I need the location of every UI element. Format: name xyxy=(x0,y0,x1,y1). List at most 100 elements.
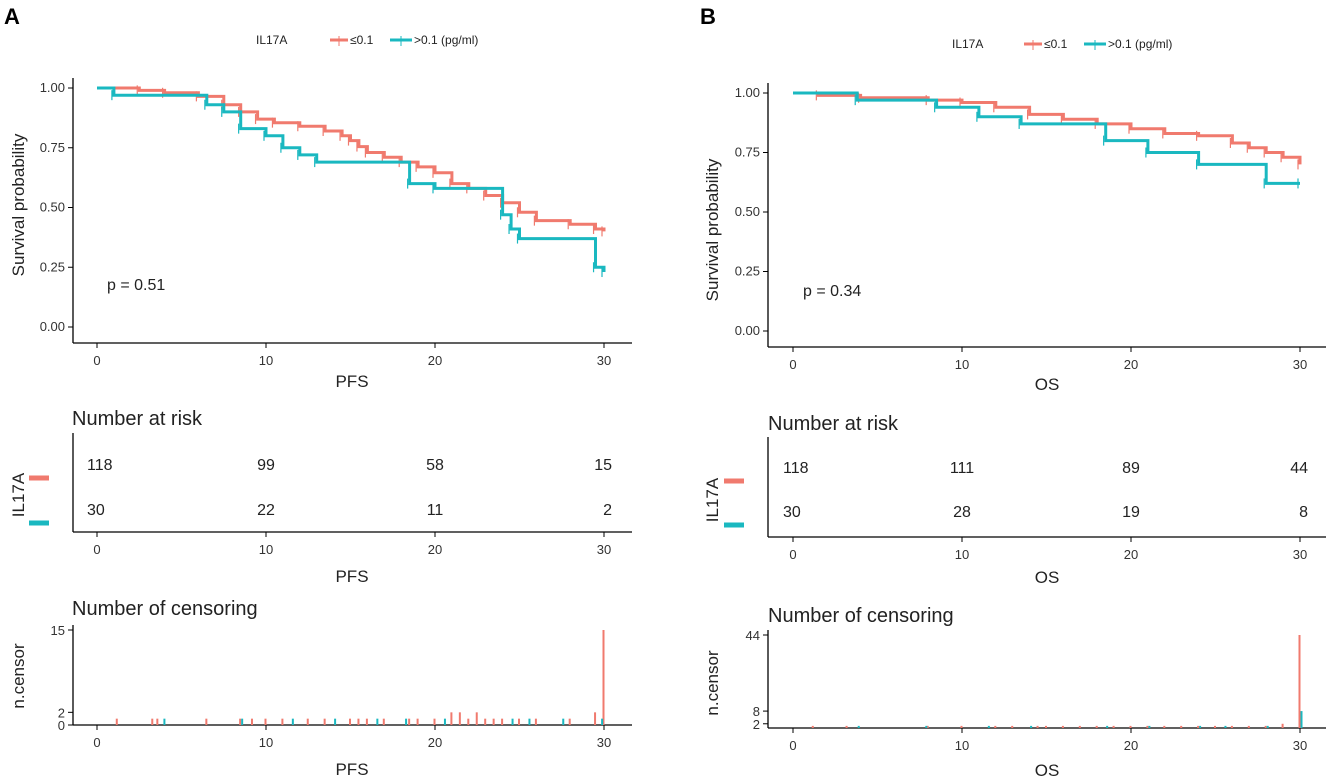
censor-xtick-label-b-3: 30 xyxy=(1293,738,1307,753)
censor-bar-low-b-16 xyxy=(1197,725,1200,728)
risk-ylabel-a: IL17A xyxy=(9,472,28,517)
censor-bar-low-a-22 xyxy=(492,718,495,725)
panel-letter-b: B xyxy=(700,4,716,29)
censor-bar-low-b-3 xyxy=(960,725,963,728)
risk-ylabel-b: IL17A xyxy=(703,477,722,522)
panel-b: B IL17A ≤0.1 >0.1 (pg/ml) Survival proba… xyxy=(700,4,1326,779)
panel-a: A IL17A ≤0.1 >0.1 (pg/ml) Survival proba… xyxy=(4,4,632,779)
risk-b-xtick-label-0: 0 xyxy=(789,547,796,562)
y-tick-label-b-0: 0.00 xyxy=(735,323,760,338)
risk-value-low-b-0: 118 xyxy=(783,460,809,477)
censor-bar-low-a-8 xyxy=(306,718,309,725)
censor-bar-low-b-20 xyxy=(1264,725,1267,728)
censor-bar-low-b-17 xyxy=(1214,725,1216,728)
y-tick-label-a-1: 0.25 xyxy=(40,259,65,274)
censor-bar-low-b-7 xyxy=(1045,725,1047,728)
censor-bar-high-a-7 xyxy=(511,718,514,725)
risk-title-a: Number at risk xyxy=(72,408,203,430)
y-tick-label-b-4: 1.00 xyxy=(735,85,760,100)
censor-bar-low-b-2 xyxy=(926,725,929,728)
censor-bar-high-b-8 xyxy=(1266,725,1269,728)
legend-b: IL17A ≤0.1 >0.1 (pg/ml) xyxy=(952,37,1172,51)
censor-ytick-label-b-0: 2 xyxy=(753,717,760,732)
censor-bar-low-a-27 xyxy=(594,712,597,725)
survival-plot-a: Survival probability PFS 0.00 0.25 0.50 0.7… xyxy=(9,78,632,391)
censor-bar-high-a-5 xyxy=(405,718,408,725)
y-tick-label-a-2: 0.50 xyxy=(40,200,65,215)
risk-value-low-a-0: 118 xyxy=(87,457,113,474)
censor-bar-high-a-9 xyxy=(562,718,565,725)
censor-bar-low-a-13 xyxy=(382,718,385,725)
censor-bar-low-a-4 xyxy=(239,718,242,725)
censor-bar-low-b-9 xyxy=(1078,725,1081,728)
risk-value-high-b-1: 28 xyxy=(953,504,971,521)
censor-xtick-label-a-3: 30 xyxy=(597,735,611,750)
km-b-xtick-label-3: 30 xyxy=(1293,357,1307,372)
censor-xlabel-a: PFS xyxy=(335,760,368,779)
censor-bar-low-a-21 xyxy=(484,718,487,725)
censor-bar-low-a-12 xyxy=(365,718,368,725)
survival-axes-a: 0.00 0.25 0.50 0.75 1.00 0 10 20 30 xyxy=(40,78,632,368)
x-axis-title-a: PFS xyxy=(335,372,368,391)
legend-title-a: IL17A xyxy=(256,33,287,47)
censor-bar-high-a-0 xyxy=(163,718,166,725)
risk-value-low-a-3: 15 xyxy=(594,457,612,474)
y-tick-label-b-2: 0.50 xyxy=(735,204,760,219)
censor-bar-low-a-7 xyxy=(281,718,284,725)
censor-xtick-label-a-0: 0 xyxy=(93,735,100,750)
censor-xlabel-b: OS xyxy=(1035,761,1060,779)
p-value-a: p = 0.51 xyxy=(107,277,165,294)
legend-a: IL17A ≤0.1 >0.1 (pg/ml) xyxy=(256,33,478,47)
legend-label-low-b: ≤0.1 xyxy=(1044,37,1068,51)
risk-a-xtick-label-1: 10 xyxy=(259,542,273,557)
risk-grid-b: 0 10 20 30 118 111 89 44 30 28 19 8 xyxy=(724,437,1326,562)
risk-table-a: Number at risk IL17A PFS 0 10 20 30 118 99 58 1… xyxy=(9,408,632,586)
risk-b-xtick-label-2: 20 xyxy=(1124,547,1138,562)
censor-bar-low-a-10 xyxy=(349,718,351,725)
survival-curves-b xyxy=(793,90,1302,189)
censor-bar-high-a-8 xyxy=(528,718,531,725)
censor-bar-low-b-10 xyxy=(1095,725,1098,728)
censor-bar-low-a-9 xyxy=(323,718,326,725)
legend-title-b: IL17A xyxy=(952,37,983,51)
censor-bar-low-b-6 xyxy=(1036,725,1039,728)
censor-ylabel-a: n.censor xyxy=(9,643,28,709)
y-tick-label-b-3: 0.75 xyxy=(735,145,760,160)
risk-value-high-b-0: 30 xyxy=(783,504,801,521)
censor-bar-low-b-21 xyxy=(1281,723,1284,728)
risk-value-high-a-1: 22 xyxy=(257,502,275,519)
censor-xtick-label-b-2: 20 xyxy=(1124,738,1138,753)
censor-bar-low-a-2 xyxy=(156,718,159,725)
risk-b-xtick-label-3: 30 xyxy=(1293,547,1307,562)
censor-bar-low-a-17 xyxy=(450,712,453,725)
censor-bar-high-b-4 xyxy=(1106,725,1109,728)
censor-bar-low-b-19 xyxy=(1247,725,1250,728)
legend-label-high-b: >0.1 (pg/ml) xyxy=(1108,37,1172,51)
censor-bar-low-a-20 xyxy=(475,712,478,725)
risk-xlabel-a: PFS xyxy=(335,567,368,586)
risk-xlabel-b: OS xyxy=(1035,568,1060,587)
km-a-xtick-label-0: 0 xyxy=(93,353,100,368)
risk-value-high-b-3: 8 xyxy=(1299,504,1308,521)
censor-bar-high-a-3 xyxy=(334,718,337,725)
survival-line-high-b xyxy=(793,91,1300,185)
censor-bar-high-a-6 xyxy=(443,718,446,725)
y-tick-label-b-1: 0.25 xyxy=(735,264,760,279)
risk-title-b: Number at risk xyxy=(768,413,899,435)
risk-a-xtick-label-3: 30 xyxy=(597,542,611,557)
censor-bar-low-a-6 xyxy=(264,718,267,725)
risk-a-xtick-label-0: 0 xyxy=(93,542,100,557)
censor-ytick-label-a-2: 15 xyxy=(51,623,65,638)
legend-label-low-a: ≤0.1 xyxy=(350,33,374,47)
censor-bar-low-b-0 xyxy=(811,725,814,728)
censor-bar-high-b-5 xyxy=(1148,725,1151,728)
censor-ytick-label-b-2: 44 xyxy=(746,628,760,643)
censor-bar-low-a-0 xyxy=(115,718,118,725)
censor-bar-high-a-1 xyxy=(241,718,244,725)
risk-value-high-b-2: 19 xyxy=(1122,504,1140,521)
km-a-xtick-label-3: 30 xyxy=(597,353,611,368)
censor-bar-low-a-14 xyxy=(408,718,411,725)
censor-bar-high-a-10 xyxy=(601,718,604,725)
